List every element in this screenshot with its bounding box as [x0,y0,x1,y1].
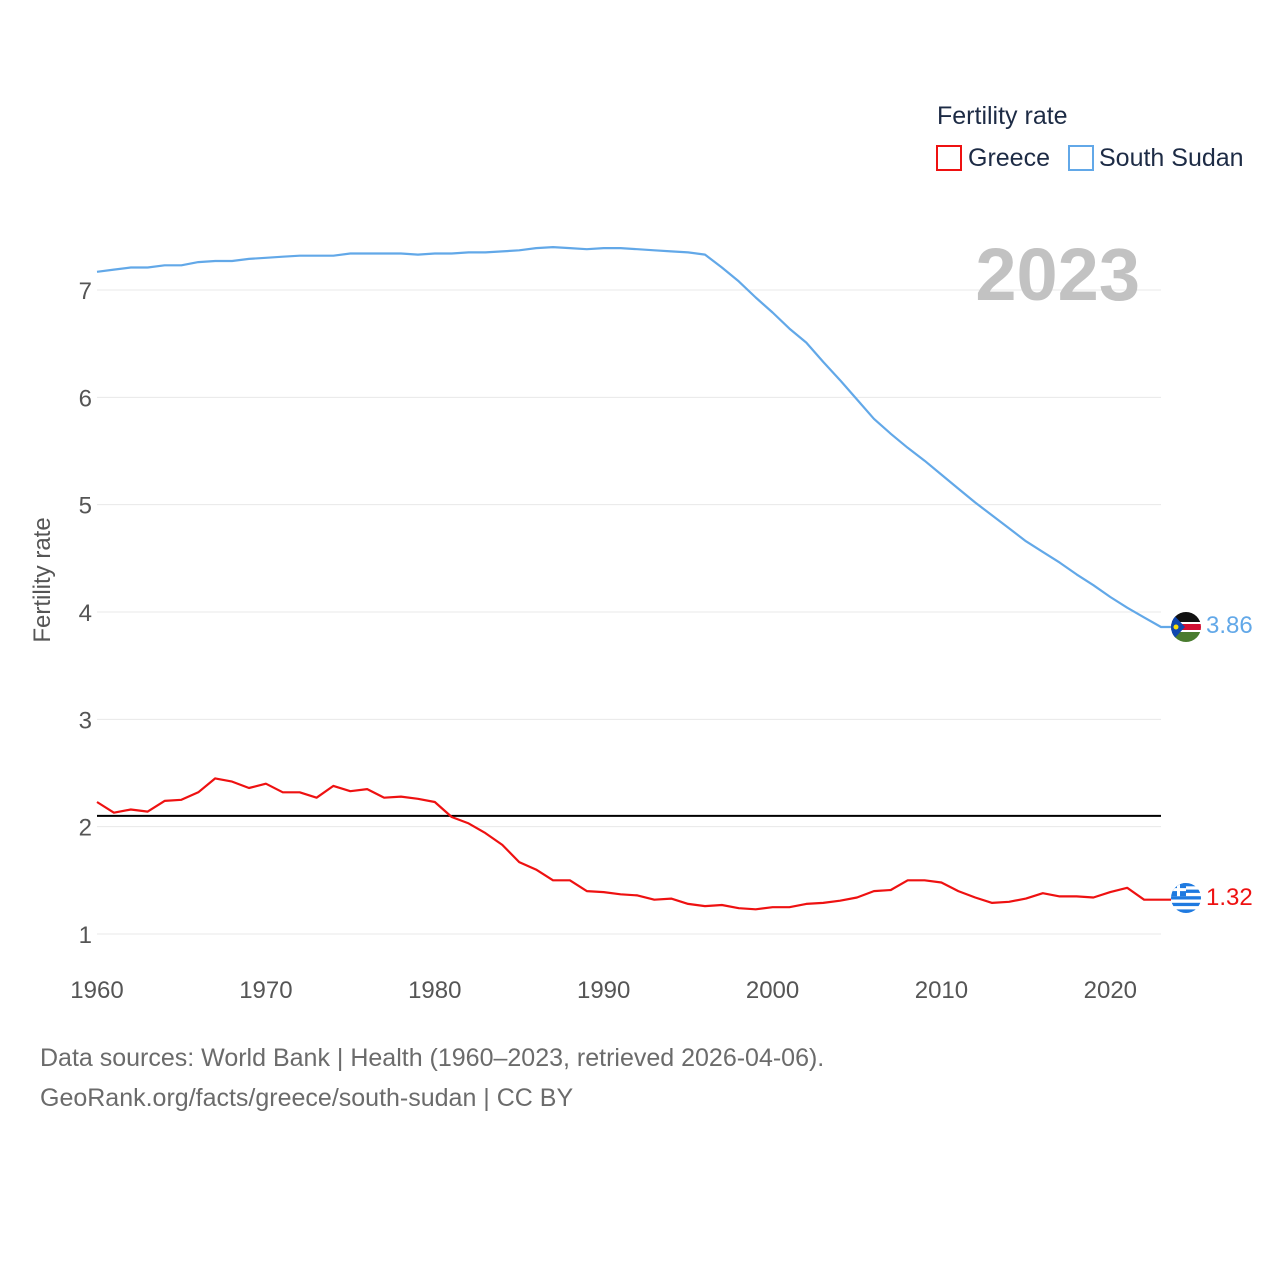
x-tick-label-2020: 2020 [1084,977,1137,1004]
y-tick-label-7: 7 [79,278,92,305]
y-tick-label-3: 3 [79,707,92,734]
end-label-south-sudan: 3.86 [1206,612,1253,639]
footer-sources: Data sources: World Bank | Health (1960–… [40,1044,825,1072]
y-axis-title: Fertility rate [29,517,56,642]
series-line-greece [96,777,1171,911]
series-lines [96,246,1171,911]
legend: Fertility rate Greece South Sudan [936,102,1244,172]
y-tick-label-6: 6 [79,385,92,412]
x-tick-label-2000: 2000 [746,977,799,1004]
legend-item-greece[interactable]: Greece [936,144,1050,172]
current-year-label: 2023 [975,233,1140,316]
south-sudan-flag [1171,612,1201,642]
x-axis-ticks: 1960 1970 1980 1990 2000 2010 2020 [70,977,1137,1004]
legend-title: Fertility rate [937,102,1068,130]
x-tick-label-1960: 1960 [70,977,123,1004]
grid-lines [97,289,1161,935]
legend-label-greece: Greece [968,144,1050,172]
series-line-south-sudan [96,246,1171,629]
footer-credit[interactable]: GeoRank.org/facts/greece/south-sudan | C… [40,1084,574,1112]
legend-swatch-greece [936,145,962,171]
legend-label-south-sudan: South Sudan [1099,144,1244,172]
y-tick-label-5: 5 [79,493,92,520]
y-axis-ticks: 1 2 3 4 5 6 7 [79,278,92,949]
legend-item-south-sudan[interactable]: South Sudan [1068,144,1244,172]
legend-swatch-south-sudan [1068,145,1094,171]
greece-flag [1171,883,1201,913]
x-tick-label-1990: 1990 [577,977,630,1004]
x-tick-label-1980: 1980 [408,977,461,1004]
x-tick-label-1970: 1970 [239,977,292,1004]
y-tick-label-2: 2 [79,815,92,842]
y-tick-label-4: 4 [79,600,92,627]
end-label-greece: 1.32 [1206,884,1253,911]
y-tick-label-1: 1 [79,922,92,949]
x-tick-label-2010: 2010 [915,977,968,1004]
